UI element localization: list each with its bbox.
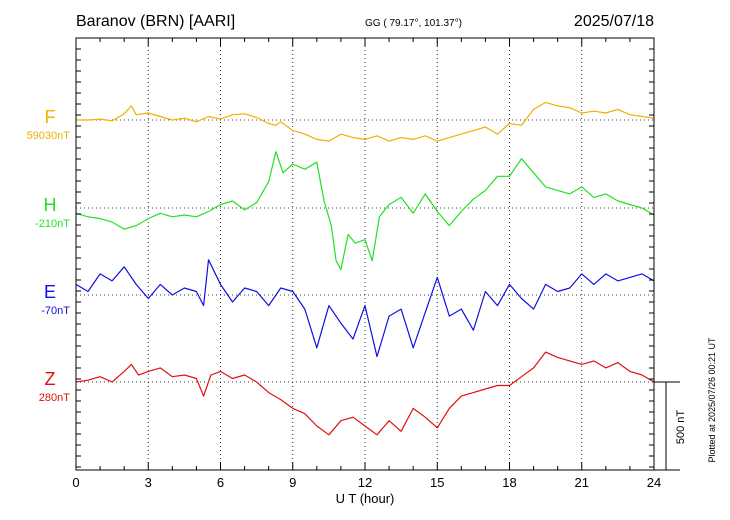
grid bbox=[76, 38, 654, 470]
x-tick-label: 0 bbox=[72, 475, 79, 490]
scale-bar-label: 500 nT bbox=[675, 410, 687, 445]
x-tick-label: 24 bbox=[647, 475, 661, 490]
series-name-f: F bbox=[45, 107, 56, 127]
x-tick-label: 6 bbox=[217, 475, 224, 490]
series-name-e: E bbox=[44, 282, 56, 302]
ticks: 0 3 6 9 12 15 18 21 24 bbox=[72, 37, 661, 490]
series-baseline-label-e: -70nT bbox=[41, 305, 70, 317]
series-baseline-label-h: -210nT bbox=[35, 218, 70, 230]
series-name-h: H bbox=[44, 195, 57, 215]
x-tick-label: 18 bbox=[502, 475, 516, 490]
series-line-e bbox=[75, 259, 655, 358]
series-line-f bbox=[76, 101, 655, 142]
series-name-z: Z bbox=[45, 369, 56, 389]
x-tick-label: 12 bbox=[358, 475, 372, 490]
x-tick-label: 15 bbox=[430, 475, 444, 490]
date-label: 2025/07/18 bbox=[574, 13, 654, 30]
scale-bar bbox=[654, 381, 680, 471]
plotted-timestamp: Plotted at 2025/07/26 00:21 UT bbox=[707, 337, 717, 463]
x-tick-label: 9 bbox=[289, 475, 296, 490]
x-axis-label: U T (hour) bbox=[336, 491, 395, 506]
station-title: Baranov (BRN) [AARI] bbox=[76, 13, 235, 30]
series-baseline-label-z: 280nT bbox=[39, 392, 70, 404]
coordinates-label: GG ( 79.17°, 101.37°) bbox=[365, 18, 462, 29]
x-tick-label: 21 bbox=[575, 475, 589, 490]
x-tick-label: 3 bbox=[145, 475, 152, 490]
series-group bbox=[75, 101, 655, 436]
series-baseline-label-f: 59030nT bbox=[27, 130, 71, 142]
series-line-h bbox=[75, 151, 655, 271]
series-line-z bbox=[75, 351, 655, 436]
